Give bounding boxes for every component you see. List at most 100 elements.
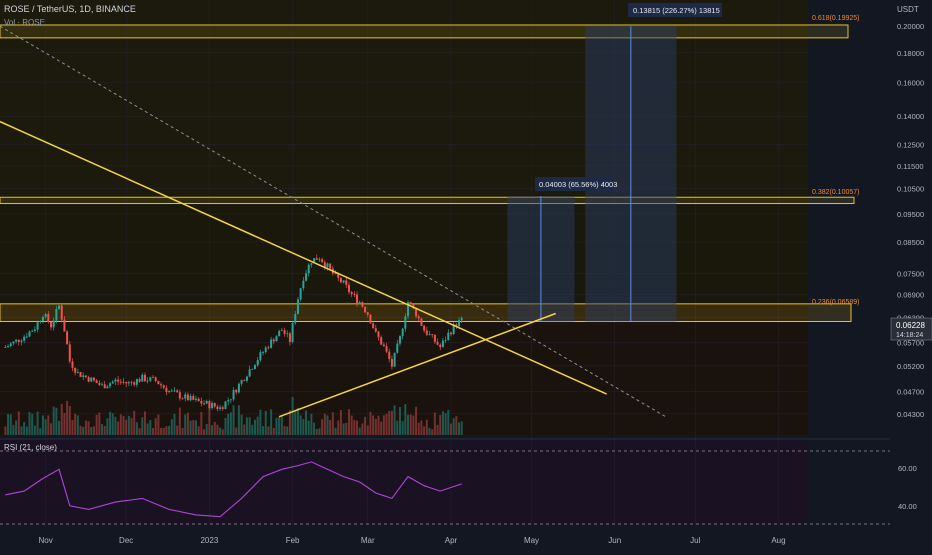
candle-2023-02-08 [310, 263, 313, 268]
candle-body-2022-10-18 [7, 346, 10, 348]
volume-bar-2022-10-29 [36, 411, 39, 435]
current-price-tag [890, 317, 932, 341]
candle-2023-01-26 [275, 335, 278, 342]
candle-2023-02-21 [345, 276, 348, 288]
candle-2022-11-04 [52, 317, 55, 331]
volume-bar-2022-10-31 [41, 415, 44, 435]
volume-bar-2023-02-01 [291, 397, 294, 435]
candle-2022-11-30 [122, 378, 125, 385]
candle-body-2022-12-22 [181, 398, 184, 400]
candle-body-2023-02-18 [337, 273, 340, 278]
candle-2023-01-12 [237, 382, 240, 394]
volume-bar-2022-12-06 [138, 428, 141, 435]
candle-body-2022-12-03 [130, 382, 133, 384]
volume-bar-2022-10-22 [17, 411, 20, 435]
candle-body-2022-12-06 [138, 379, 141, 382]
volume-bar-2023-03-24 [428, 427, 431, 435]
candle-2023-01-05 [219, 404, 222, 411]
candle-2023-02-24 [353, 291, 356, 298]
middle-shaded-region [0, 195, 808, 305]
dashed-trendline[interactable] [0, 25, 666, 418]
volume-bar-2022-12-16 [165, 426, 168, 435]
volume-bar-2022-11-04 [52, 406, 55, 435]
volume-bar-2023-02-13 [323, 413, 326, 435]
candle-2022-12-19 [173, 387, 176, 393]
measure-label-small: 0.04003 (65.56%) 4003 [539, 180, 617, 189]
volume-bar-2023-01-18 [254, 419, 257, 435]
candle-2023-02-25 [356, 291, 359, 307]
candle-body-2023-02-15 [329, 263, 332, 269]
candle-body-2022-11-27 [114, 379, 117, 382]
candle-body-2023-03-29 [441, 340, 444, 348]
volume-bar-2023-02-25 [356, 420, 359, 435]
volume-bar-2023-03-09 [388, 410, 391, 435]
candle-2022-12-04 [133, 380, 136, 387]
candle-2022-12-23 [184, 392, 187, 402]
volume-bar-2023-02-27 [361, 423, 364, 435]
time-tick-label-5: Apr [445, 536, 458, 545]
candle-body-2023-01-15 [245, 376, 248, 381]
candle-body-2022-11-22 [101, 384, 104, 386]
volume-bar-2022-11-19 [92, 426, 95, 435]
volume-legend[interactable]: Vol · ROSE [4, 18, 45, 27]
candle-2023-03-03 [372, 321, 375, 329]
candle-body-2022-11-01 [44, 314, 47, 317]
candle-body-2023-03-13 [398, 336, 401, 344]
candle-body-2023-02-03 [296, 299, 299, 315]
price-axis-background[interactable] [890, 0, 932, 550]
candle-body-2023-01-19 [256, 360, 259, 366]
volume-bar-2023-03-04 [374, 418, 377, 435]
candle-body-2023-03-22 [423, 325, 426, 331]
candle-body-2023-03-15 [404, 316, 407, 329]
volume-bar-2023-01-22 [264, 410, 267, 435]
candle-body-2023-04-02 [452, 324, 455, 335]
symbol-title[interactable]: ROSE / TetherUS, 1D, BINANCE [4, 4, 136, 14]
candle-body-2022-10-29 [36, 322, 39, 330]
volume-bar-2022-11-01 [44, 419, 47, 435]
candle-body-2022-11-12 [74, 367, 77, 373]
candle-body-2022-12-11 [152, 377, 155, 379]
candle-body-2023-02-12 [321, 259, 324, 263]
volume-bar-2023-04-05 [460, 421, 463, 435]
candle-2022-12-18 [170, 388, 173, 392]
volume-bar-2023-01-25 [272, 427, 275, 435]
descending-trendline[interactable] [0, 120, 607, 395]
candle-2023-02-06 [305, 269, 308, 282]
candle-body-2022-11-08 [63, 319, 66, 332]
resistance-zone-top[interactable] [0, 24, 849, 39]
resistance-zone-middle[interactable] [0, 196, 855, 205]
volume-bar-2022-11-14 [79, 425, 82, 435]
volume-bar-2022-12-23 [184, 414, 187, 435]
candle-body-2023-04-01 [449, 332, 452, 335]
candle-2023-01-21 [262, 351, 265, 356]
candle-body-2023-02-02 [294, 314, 297, 323]
candle-2023-01-19 [256, 357, 259, 367]
candle-body-2023-03-27 [436, 341, 439, 345]
volume-bar-2023-01-14 [243, 424, 246, 435]
volume-bar-2022-12-30 [203, 429, 206, 435]
candle-2023-01-15 [245, 375, 248, 383]
candle-2023-02-03 [296, 297, 299, 315]
volume-bar-2022-12-05 [135, 422, 138, 435]
price-tick-label-3: 0.14000 [897, 112, 924, 121]
volume-bar-2023-02-03 [296, 407, 299, 435]
volume-bar-2022-11-29 [119, 414, 122, 435]
candle-body-2022-10-31 [41, 316, 44, 321]
time-tick-label-7: Jun [608, 536, 621, 545]
candle-body-2023-03-12 [396, 343, 399, 353]
candle-2023-03-22 [423, 324, 426, 333]
rsi-legend[interactable]: RSI (21, close) [4, 443, 57, 452]
volume-bar-2023-03-14 [401, 421, 404, 435]
candle-body-2022-10-24 [23, 336, 26, 341]
rsi-tick-40: 40.00 [898, 502, 917, 511]
volume-bar-2022-11-25 [109, 411, 112, 435]
volume-bar-2023-02-16 [331, 412, 334, 435]
candle-body-2022-11-07 [60, 305, 63, 320]
ascending-trendline[interactable] [278, 312, 556, 418]
candle-body-2023-02-14 [326, 263, 329, 268]
volume-bar-2023-03-03 [372, 415, 375, 435]
candle-body-2023-01-31 [288, 333, 291, 343]
candle-2022-11-06 [58, 305, 61, 311]
candle-body-2022-10-25 [25, 336, 28, 338]
